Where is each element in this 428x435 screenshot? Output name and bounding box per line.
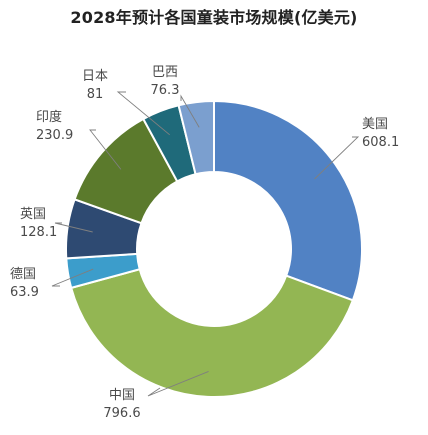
slice-7 xyxy=(177,99,215,176)
slice-value-2: 796.6 xyxy=(103,406,140,421)
slice-label-5: 印度 xyxy=(36,109,62,125)
slice-1 xyxy=(213,99,363,302)
leader-line-4 xyxy=(54,222,93,233)
slice-value-4: 128.1 xyxy=(20,225,57,240)
leader-line-5 xyxy=(89,129,122,170)
slice-value-3: 63.9 xyxy=(10,285,39,300)
slice-label-7: 巴西 xyxy=(152,65,178,80)
slice-label-1: 美国 xyxy=(362,117,388,132)
chart-title: 2028年预计各国童装市场规模(亿美元) xyxy=(70,8,358,27)
slices-layer xyxy=(65,99,363,398)
leader-line-7 xyxy=(180,94,200,128)
slice-value-5: 230.9 xyxy=(36,128,73,143)
slice-label-6: 日本 xyxy=(82,69,108,84)
slice-label-3: 德国 xyxy=(10,267,36,282)
leader-line-1 xyxy=(314,136,360,180)
slice-value-6: 81 xyxy=(87,87,104,102)
leader-lines-layer xyxy=(51,91,360,397)
leader-line-6 xyxy=(116,91,170,136)
slice-label-4: 英国 xyxy=(20,207,46,222)
slice-value-1: 608.1 xyxy=(362,135,399,150)
leader-line-3 xyxy=(51,268,94,287)
leader-line-2 xyxy=(147,370,209,397)
slice-label-2: 中国 xyxy=(109,388,135,403)
slice-2 xyxy=(69,268,355,398)
slice-value-7: 76.3 xyxy=(151,83,180,98)
labels-layer: 美国 608.1 中国 796.6 德国 63.9 英国 128.1 印度 230.9 日本 81 巴西… xyxy=(10,65,399,421)
